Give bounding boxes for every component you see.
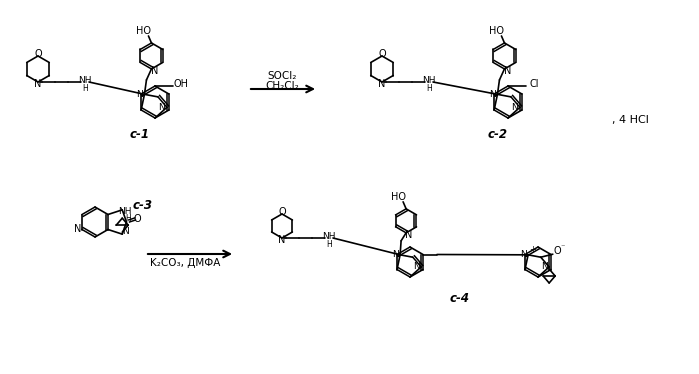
Text: c-4: c-4	[450, 292, 470, 306]
Text: O: O	[378, 49, 386, 59]
Text: H: H	[326, 239, 332, 248]
Text: N: N	[405, 230, 413, 240]
Text: N: N	[34, 79, 42, 89]
Text: N: N	[512, 103, 518, 112]
Text: N: N	[378, 79, 386, 89]
Text: OH: OH	[173, 79, 189, 89]
Text: N: N	[159, 103, 165, 112]
Text: O: O	[34, 49, 42, 59]
Text: H: H	[82, 83, 88, 92]
Text: H: H	[125, 214, 131, 223]
Text: N: N	[74, 224, 82, 233]
Text: HO: HO	[136, 26, 151, 36]
Text: NH: NH	[78, 76, 92, 85]
Text: O: O	[134, 214, 141, 224]
Text: K₂CO₃, ДМФА: K₂CO₃, ДМФА	[150, 258, 220, 268]
Text: N: N	[541, 263, 547, 272]
Text: N: N	[391, 250, 398, 259]
Text: H: H	[426, 83, 432, 92]
Text: SOCl₂: SOCl₂	[267, 71, 296, 81]
Text: CH₂Cl₂: CH₂Cl₂	[265, 81, 299, 91]
Text: NH: NH	[422, 76, 435, 85]
Text: , 4 HCl: , 4 HCl	[612, 115, 649, 125]
Text: ⁻: ⁻	[561, 243, 565, 252]
Text: c-2: c-2	[488, 128, 508, 141]
Text: N: N	[413, 263, 419, 272]
Text: N: N	[151, 66, 158, 76]
Text: HO: HO	[391, 192, 405, 202]
Text: Cl: Cl	[529, 79, 539, 89]
Text: N: N	[489, 90, 496, 99]
Text: c-3: c-3	[132, 199, 152, 212]
Text: N: N	[504, 66, 511, 76]
Text: HO: HO	[489, 26, 504, 36]
Text: O: O	[278, 207, 286, 217]
Text: c-1: c-1	[130, 128, 150, 141]
Text: NH: NH	[322, 232, 336, 240]
Text: +: +	[528, 245, 535, 254]
Text: N: N	[122, 227, 129, 236]
Text: N: N	[278, 235, 286, 245]
Text: N: N	[520, 250, 526, 259]
Text: NH: NH	[119, 207, 132, 216]
Text: N: N	[136, 90, 143, 99]
Text: O: O	[554, 246, 561, 256]
